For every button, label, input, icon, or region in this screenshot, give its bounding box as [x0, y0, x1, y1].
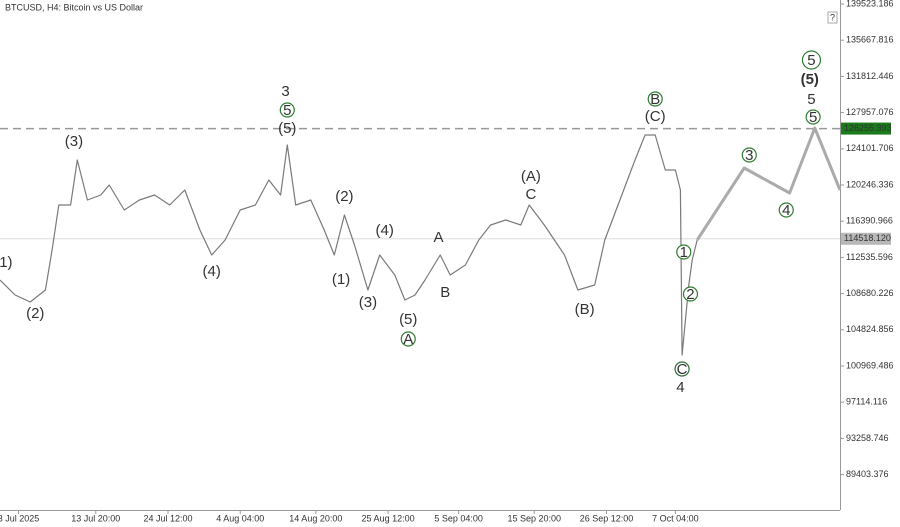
y-tick-label: 127957.076	[846, 107, 894, 117]
forecast-line	[695, 126, 842, 241]
y-tick-label: 104824.856	[846, 324, 894, 334]
wave-label: 4	[782, 202, 790, 219]
price-tag	[841, 122, 891, 135]
wave-label: (B)	[575, 301, 595, 318]
y-tick-label: 97114.116	[846, 397, 887, 407]
wave-label: (A)	[521, 168, 541, 185]
wave-circle	[647, 91, 663, 107]
wave-circle	[400, 331, 416, 347]
y-tick-label: 108680.226	[846, 288, 894, 298]
x-tick-label: 14 Aug 20:00	[289, 513, 342, 523]
wave-label: (3)	[65, 133, 83, 150]
help-box[interactable]	[827, 11, 838, 24]
wave-label: 5	[283, 102, 291, 119]
x-tick-label: 15 Sep 20:00	[507, 513, 561, 523]
x-tick-label: 7 Oct 04:00	[652, 513, 699, 523]
wave-circle	[801, 50, 822, 70]
y-tick-label: 135667.816	[846, 35, 894, 45]
wave-circle	[741, 147, 757, 163]
y-tick-label: 93258.746	[846, 433, 889, 443]
wave-label: C	[525, 186, 536, 203]
y-tick-label: 116390.966	[846, 216, 893, 226]
y-tick-label: 112535.596	[846, 252, 893, 262]
wave-label: 5	[807, 91, 815, 108]
price-tag	[841, 232, 891, 245]
wave-label: (1)	[0, 254, 13, 271]
wave-label: A	[433, 229, 443, 246]
wave-label: (2)	[26, 305, 44, 322]
y-tick-label: 131812.446	[846, 71, 894, 81]
price-line	[0, 134, 698, 356]
wave-label: (C)	[645, 108, 666, 125]
wave-label: 3	[745, 147, 753, 164]
wave-label: (3)	[359, 294, 377, 311]
wave-label: (4)	[203, 263, 221, 280]
x-tick-label: 24 Jul 12:00	[143, 513, 192, 523]
wave-circle	[778, 202, 794, 218]
wave-label: C	[677, 361, 688, 378]
wave-circle	[676, 244, 692, 260]
wave-label: (2)	[335, 188, 353, 205]
x-tick-label: 3 Jul 2025	[0, 513, 39, 523]
price-tag-label: 126255.393	[844, 123, 892, 133]
wave-label: B	[650, 91, 660, 108]
wave-label: B	[440, 284, 450, 301]
help-icon: ?	[830, 12, 835, 22]
wave-label: 2	[686, 286, 694, 303]
y-tick-label: 139523.186	[846, 0, 894, 8]
chart-title: BTCUSD, H4: Bitcoin vs US Dollar	[5, 2, 143, 12]
wave-label: (1)	[332, 271, 350, 288]
x-tick-label: 5 Sep 04:00	[434, 513, 483, 523]
y-tick-label: 124101.706	[846, 143, 894, 153]
wave-label: (5)	[801, 71, 819, 88]
y-tick-label: 89403.376	[846, 469, 889, 479]
y-tick-label: 100969.486	[846, 360, 894, 370]
wave-label: 4	[676, 379, 684, 396]
wave-circle	[674, 361, 690, 377]
wave-label: 3	[281, 83, 289, 100]
price-tag-label: 114518.120	[844, 233, 891, 243]
wave-label: 5	[809, 109, 817, 126]
wave-circle	[279, 102, 295, 118]
wave-label: A	[403, 331, 413, 348]
wave-label: 1	[680, 244, 688, 261]
wave-circle	[682, 286, 699, 302]
x-tick-label: 4 Aug 04:00	[216, 513, 264, 523]
wave-label: (5)	[399, 311, 417, 328]
y-tick-label: 120246.336	[846, 179, 894, 189]
wave-label: (5)	[278, 120, 296, 137]
wave-label: (4)	[376, 222, 394, 239]
x-tick-label: 13 Jul 20:00	[71, 513, 120, 523]
wave-circle	[805, 109, 821, 125]
wave-label: 5	[807, 52, 815, 69]
x-tick-label: 25 Aug 12:00	[362, 513, 415, 523]
x-tick-label: 26 Sep 12:00	[580, 513, 634, 523]
